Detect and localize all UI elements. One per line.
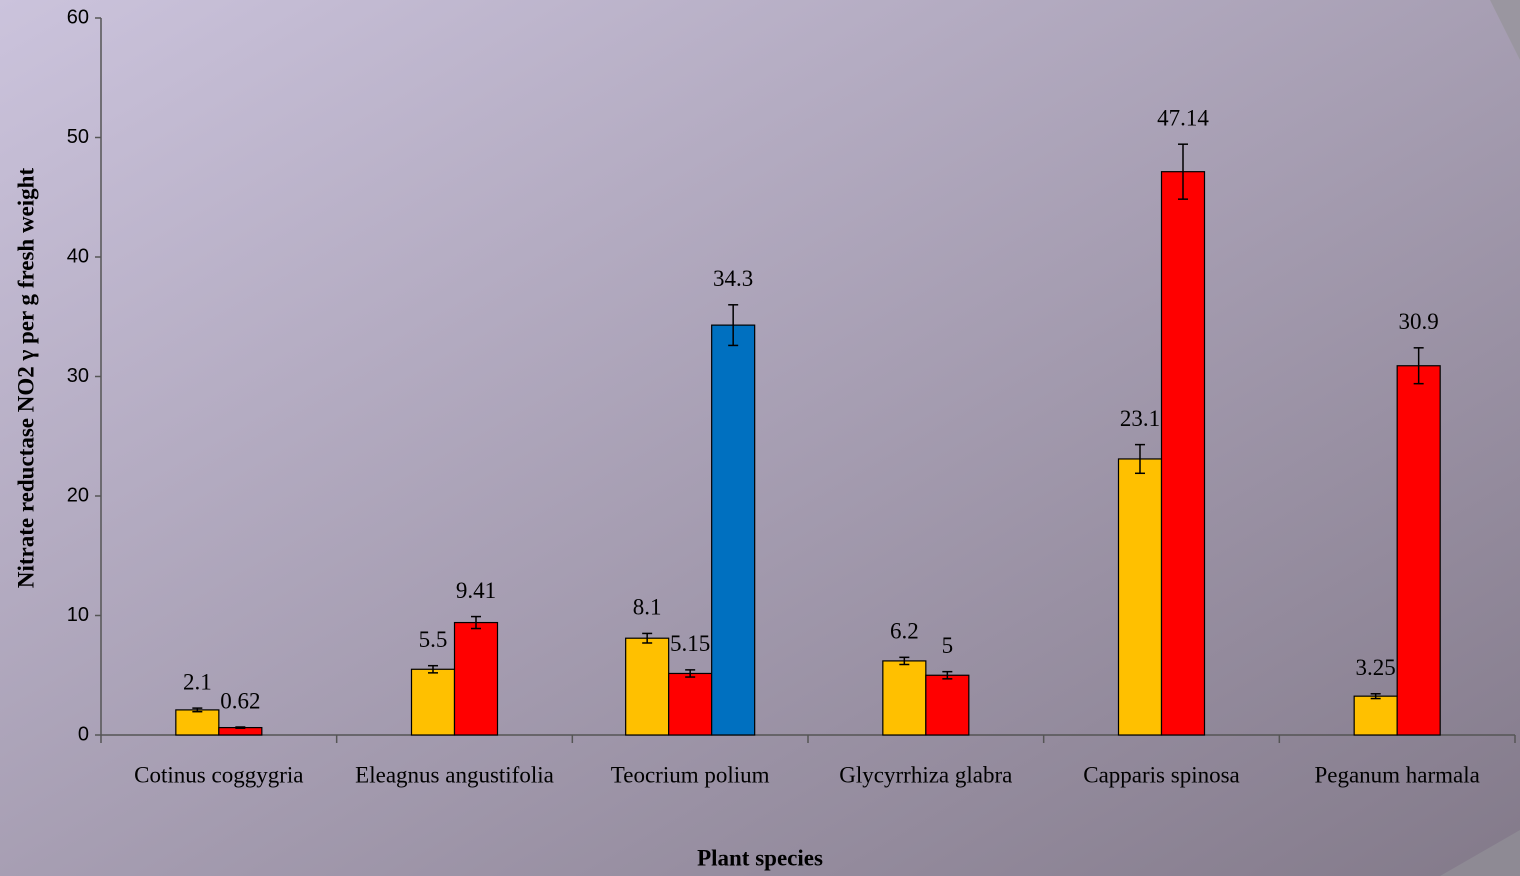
x-tick-label: Capparis spinosa bbox=[1083, 762, 1240, 787]
bar bbox=[882, 660, 927, 736]
y-tick-label: 50 bbox=[67, 126, 89, 148]
bar bbox=[453, 621, 499, 736]
x-tick-label: Peganum harmala bbox=[1314, 762, 1479, 787]
data-label: 30.9 bbox=[1399, 309, 1439, 334]
data-label: 2.1 bbox=[183, 669, 212, 694]
decoration bbox=[1440, 830, 1520, 876]
y-tick-label: 30 bbox=[67, 365, 89, 387]
bar bbox=[625, 637, 670, 736]
data-label: 23.1 bbox=[1120, 406, 1160, 431]
data-label: 34.3 bbox=[713, 266, 753, 291]
bar bbox=[711, 324, 756, 736]
x-tick-label: Glycyrrhiza glabra bbox=[839, 762, 1012, 787]
y-tick-label: 60 bbox=[67, 6, 89, 28]
bar bbox=[925, 674, 970, 736]
y-tick-label: 0 bbox=[78, 723, 89, 745]
data-label: 6.2 bbox=[890, 619, 919, 644]
y-axis-title: Nitrate reductase NO2 γ per g fresh weig… bbox=[13, 168, 38, 589]
data-label: 9.41 bbox=[456, 578, 496, 603]
bar bbox=[1117, 458, 1163, 736]
y-tick-label: 40 bbox=[67, 245, 89, 267]
data-label: 5 bbox=[942, 633, 954, 658]
data-label: 5.5 bbox=[419, 627, 448, 652]
data-label: 8.1 bbox=[633, 595, 662, 620]
x-axis-title: Plant species bbox=[697, 845, 823, 870]
x-tick-label: Teocrium polium bbox=[611, 762, 770, 787]
bar bbox=[1160, 171, 1206, 736]
x-tick-label: Cotinus coggygria bbox=[134, 762, 303, 787]
x-tick-label: Eleagnus angustifolia bbox=[355, 762, 554, 787]
y-tick-label: 10 bbox=[67, 604, 89, 626]
bar bbox=[175, 709, 220, 736]
data-label: 3.25 bbox=[1356, 655, 1396, 680]
data-label: 5.15 bbox=[670, 631, 710, 656]
decoration bbox=[1490, 0, 1520, 60]
bar bbox=[1396, 365, 1441, 736]
bar bbox=[668, 672, 713, 736]
bar bbox=[410, 668, 456, 736]
data-label: 0.62 bbox=[220, 688, 260, 713]
data-label: 47.14 bbox=[1157, 105, 1209, 130]
bar bbox=[1353, 695, 1398, 736]
y-tick-label: 20 bbox=[67, 484, 89, 506]
